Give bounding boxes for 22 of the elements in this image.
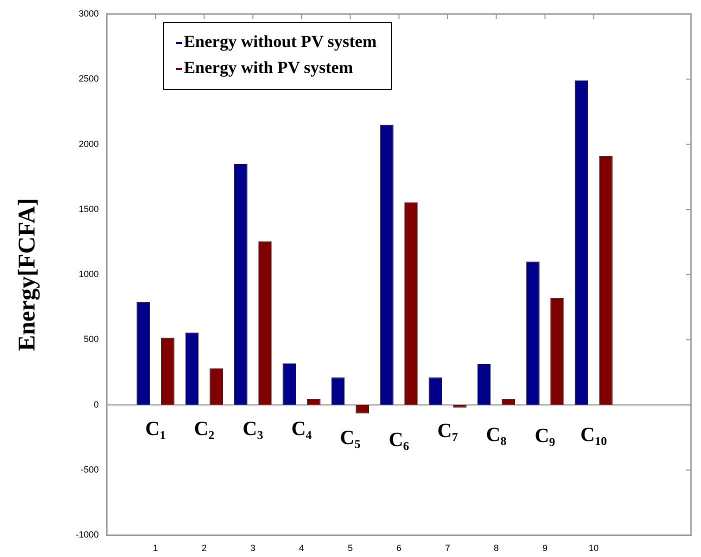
legend-label: Energy with PV system — [182, 57, 354, 79]
x-tick-label: 10 — [588, 543, 599, 554]
y-tick-label: 3000 — [78, 8, 99, 18]
x-tick-label: 7 — [445, 543, 450, 554]
x-tick-label: 3 — [250, 543, 256, 554]
y-tick-label: 1000 — [78, 269, 99, 280]
y-tick-label: 2500 — [78, 74, 99, 84]
y-tick-label: -1000 — [76, 530, 99, 540]
y-tick-label: 1500 — [78, 204, 99, 214]
y-tick-label: 0 — [94, 399, 99, 410]
x-tick-label: 4 — [299, 543, 304, 554]
y-tick-label: 2000 — [78, 138, 99, 149]
x-tick-label: 8 — [494, 543, 499, 554]
y-tick-label: -500 — [80, 464, 99, 475]
legend-label: Energy without PV system — [182, 31, 377, 53]
y-tick-label: 500 — [84, 334, 99, 344]
y-axis-title: Energy[FCFA] — [14, 198, 41, 352]
x-tick-label: 6 — [396, 543, 402, 554]
x-tick-label: 1 — [152, 543, 158, 554]
x-tick-label: 5 — [348, 543, 353, 554]
x-tick-label: 2 — [202, 543, 207, 554]
x-tick-label: 9 — [542, 543, 548, 554]
